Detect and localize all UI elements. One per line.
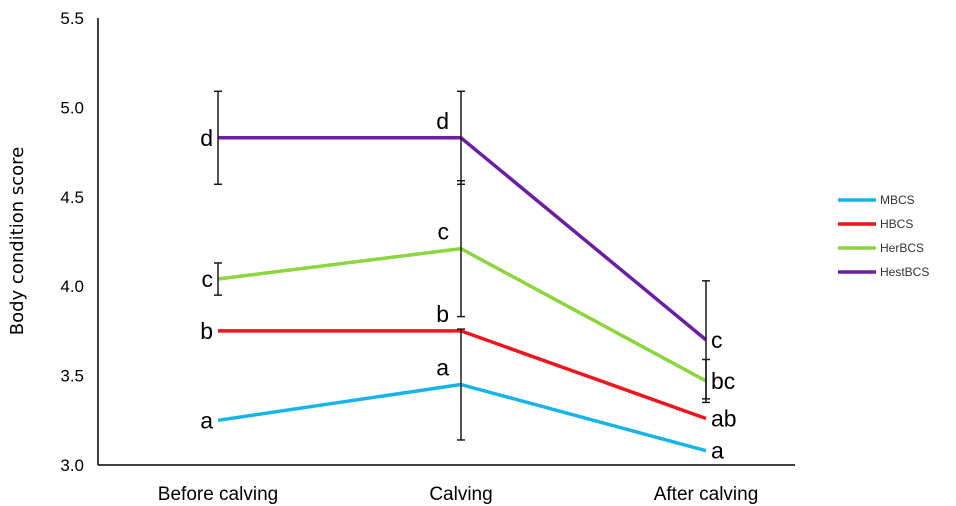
significance-label-HestBCS: d: [200, 125, 213, 151]
series-line-HBCS: [218, 329, 707, 421]
axes: 3.0 3.5 4.0 4.5 5.0 5.5 Before calving Calving A…: [7, 9, 795, 505]
y-tick-label: 4.0: [60, 277, 84, 296]
x-tick-label: Before calving: [158, 484, 278, 505]
y-tick-label: 3.0: [60, 456, 84, 475]
y-tick-label: 4.5: [60, 188, 84, 207]
x-tick-label: Calving: [429, 484, 492, 505]
significance-label-HerBCS: c: [202, 266, 214, 292]
significance-label-HerBCS: bc: [711, 368, 735, 394]
legend-label-HBCS: HBCS: [880, 217, 913, 231]
y-tick-label: 5.5: [60, 9, 84, 28]
x-tick-label: After calving: [654, 484, 759, 505]
significance-label-MBCS: a: [200, 407, 213, 433]
significance-label-HerBCS: c: [438, 219, 450, 245]
series-line-HerBCS: [217, 246, 707, 383]
y-tick-label: 5.0: [60, 98, 84, 117]
legend: MBCS HBCS HerBCS HestBCS: [838, 193, 929, 279]
significance-label-HBCS: ab: [711, 406, 737, 432]
series-line-MBCS: [217, 382, 707, 453]
significance-label-HBCS: b: [200, 318, 213, 344]
significance-label-HBCS: b: [436, 301, 449, 327]
legend-label-MBCS: MBCS: [880, 193, 915, 207]
significance-label-MBCS: a: [436, 355, 449, 381]
significance-label-MBCS: a: [711, 438, 724, 464]
series-line-HestBCS: [218, 136, 708, 342]
legend-label-HerBCS: HerBCS: [880, 241, 924, 255]
significance-label-HestBCS: d: [436, 108, 449, 134]
errorbar-layer: [214, 90, 710, 441]
y-axis-title: Body condition score: [7, 147, 28, 335]
y-tick-label: 3.5: [60, 367, 84, 386]
significance-label-HestBCS: c: [711, 327, 723, 353]
legend-label-HestBCS: HestBCS: [880, 265, 929, 279]
